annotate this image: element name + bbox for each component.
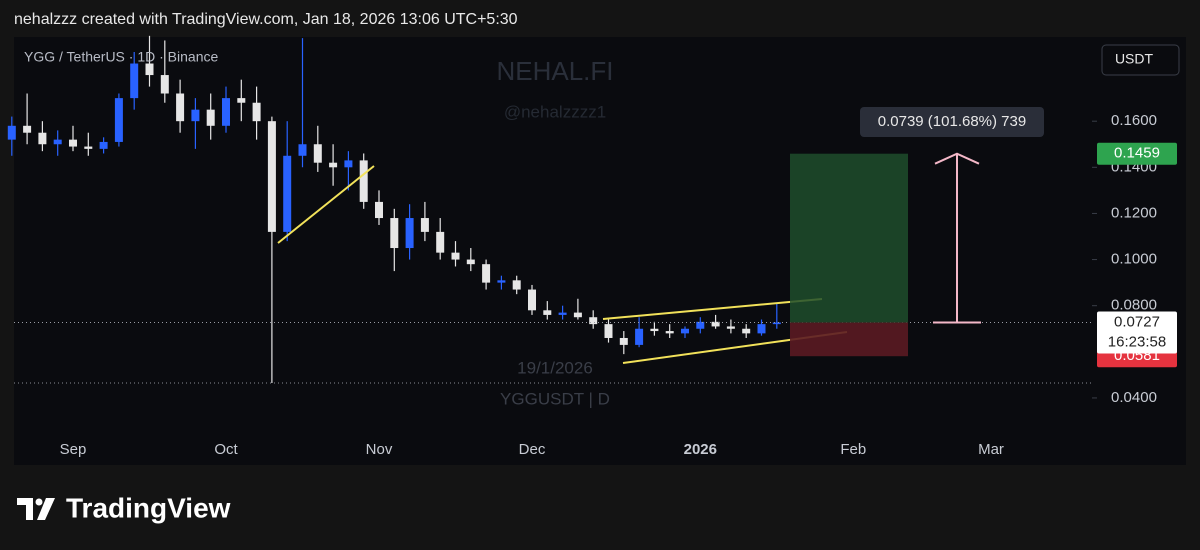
y-tick-label: 0.0800 <box>1111 297 1157 314</box>
brand: TradingView <box>66 492 231 523</box>
candle-body <box>283 155 292 232</box>
candle-body <box>329 162 338 168</box>
candle-body <box>160 75 169 94</box>
candle-body <box>176 93 185 122</box>
x-tick-label: 2026 <box>684 441 717 458</box>
profit-zone <box>790 153 908 323</box>
y-tick-label: 0.0400 <box>1111 389 1157 406</box>
loss-zone <box>790 322 908 357</box>
countdown: 16:23:58 <box>1108 333 1166 350</box>
credit: nehalzzz created with TradingView.com, J… <box>14 11 518 28</box>
candle-body <box>497 280 506 283</box>
annotation: 19/1/2026 <box>517 358 593 377</box>
watermark: @nehalzzzz1 <box>504 102 606 121</box>
candle-body <box>23 125 32 133</box>
measure-box <box>860 107 1044 137</box>
x-tick-label: Feb <box>840 441 866 458</box>
candle-body <box>84 146 93 149</box>
candle-body <box>573 312 582 318</box>
candle-body <box>375 201 383 219</box>
logo-icon <box>35 498 43 506</box>
candle-body <box>543 310 552 315</box>
candle-body <box>130 63 139 99</box>
watermark: NEHAL.FI <box>496 56 613 86</box>
candle-body <box>558 312 567 315</box>
candle-body <box>726 326 735 329</box>
candle-body <box>237 98 246 103</box>
candle-body <box>528 289 536 311</box>
candle-body <box>145 63 154 76</box>
x-tick-label: Dec <box>519 441 546 458</box>
price-tag-label: 0.1459 <box>1114 145 1160 162</box>
candle-body <box>589 317 598 325</box>
candle-body <box>252 102 261 122</box>
arrow-head <box>934 152 980 165</box>
x-tick-label: Oct <box>214 441 238 458</box>
candle-body <box>267 121 276 232</box>
candle-body <box>742 328 751 334</box>
candle-body <box>604 324 613 338</box>
candle-body <box>313 144 322 163</box>
candle-body <box>420 218 429 232</box>
trend-line <box>602 298 823 320</box>
candle-body <box>772 322 781 325</box>
candle-body <box>222 98 230 126</box>
price-tag <box>1097 142 1177 165</box>
candle-body <box>206 109 215 126</box>
candle-body <box>390 218 399 249</box>
y-tick-label: 0.1000 <box>1111 251 1157 268</box>
candle-body <box>665 331 674 334</box>
candle-body <box>681 328 689 334</box>
candle-body <box>114 98 123 142</box>
candle-body <box>451 252 460 260</box>
candle-body <box>359 160 368 202</box>
candle-body <box>482 264 491 283</box>
x-tick-label: Nov <box>366 441 393 458</box>
symbol-title: YGG / TetherUS · 1D · Binance <box>24 49 218 65</box>
candle-body <box>191 109 200 122</box>
y-tick-label: 0.1600 <box>1111 112 1157 129</box>
logo <box>17 498 55 520</box>
x-tick-label: Mar <box>978 441 1004 458</box>
x-tick-label: Sep <box>60 441 87 458</box>
candle-body <box>619 337 628 345</box>
candle-body <box>757 324 766 334</box>
candle-body <box>436 231 445 253</box>
price-tag <box>1097 311 1177 354</box>
price-tag-label: 0.0727 <box>1114 313 1160 330</box>
candle-body <box>635 328 644 345</box>
measure-label: 0.0739 (101.68%) 739 <box>878 113 1026 130</box>
candle-body <box>99 141 108 149</box>
candle-body <box>38 132 47 145</box>
overlay: NEHAL.FI @nehalzzzz1 19/1/2026 YGGUSDT |… <box>24 44 1180 408</box>
y-tick-label: 0.1200 <box>1111 204 1157 221</box>
logo-icon <box>37 498 55 520</box>
currency-button[interactable] <box>1101 44 1180 76</box>
candle-body <box>711 321 720 327</box>
candle-body <box>650 328 659 332</box>
candle-body <box>344 160 353 168</box>
candle-body <box>53 139 62 145</box>
candle-body <box>696 321 705 329</box>
currency: USDT <box>1115 51 1154 67</box>
candle-body <box>405 218 414 249</box>
logo-icon <box>17 498 33 520</box>
trend-line <box>277 165 375 244</box>
annotation: YGGUSDT | D <box>500 389 610 408</box>
candle-body <box>466 259 475 265</box>
candle-body <box>512 280 521 290</box>
footer <box>0 465 1200 550</box>
candle-body <box>69 139 77 147</box>
candle-body <box>7 125 16 140</box>
candle-body <box>298 144 307 156</box>
